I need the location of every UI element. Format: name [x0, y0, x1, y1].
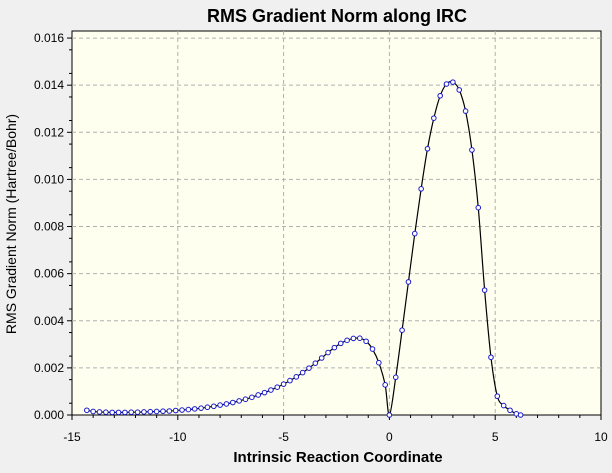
data-point	[456, 87, 463, 93]
data-point	[274, 384, 281, 391]
data-point	[249, 394, 255, 401]
data-point	[462, 108, 469, 114]
data-point	[172, 407, 179, 414]
data-point	[141, 409, 147, 415]
data-point	[261, 389, 268, 396]
data-point	[204, 404, 211, 411]
data-point	[153, 408, 160, 415]
data-point	[242, 396, 249, 403]
data-point	[268, 387, 274, 393]
data-point	[198, 405, 204, 411]
y-tick-label: 0.016	[34, 31, 64, 45]
data-point	[236, 398, 242, 404]
data-point	[166, 408, 173, 414]
data-point	[337, 340, 344, 347]
data-point	[122, 409, 128, 416]
x-tick-label: -5	[278, 430, 289, 444]
data-point	[255, 392, 262, 398]
data-point	[494, 393, 501, 399]
y-axis-label: RMS Gradient Norm (Hartree/Bohr)	[3, 114, 19, 334]
data-point	[128, 409, 135, 415]
y-tick-label: 0.014	[34, 78, 64, 92]
plot-area	[71, 30, 602, 416]
y-tick-label: 0.006	[34, 267, 64, 281]
data-point	[469, 147, 475, 153]
y-tick-label: 0.004	[34, 314, 64, 328]
x-tick-label: 10	[594, 430, 608, 444]
x-tick-label: 5	[492, 430, 499, 444]
data-point	[312, 360, 319, 366]
x-axis-label: Intrinsic Reaction Coordinate	[233, 449, 442, 466]
data-point	[223, 401, 230, 407]
data-point	[96, 409, 103, 415]
y-tick-label: 0.002	[34, 361, 64, 375]
x-tick-label: -10	[169, 430, 187, 444]
data-point	[179, 407, 185, 413]
x-tick-label: 0	[386, 430, 393, 444]
data-point	[376, 359, 382, 366]
data-point	[418, 186, 424, 192]
data-point	[443, 81, 450, 87]
data-point	[191, 406, 198, 412]
data-point	[115, 409, 122, 416]
data-point	[331, 344, 338, 351]
data-point	[109, 409, 116, 416]
data-point	[431, 115, 437, 121]
data-point	[344, 337, 350, 344]
data-point	[147, 408, 154, 415]
y-tick-label: 0.010	[34, 172, 64, 186]
data-point	[217, 402, 223, 408]
data-point	[299, 369, 306, 376]
grid-layer	[72, 31, 601, 415]
x-tick-label: -15	[63, 430, 81, 444]
y-tick-label: 0.000	[34, 408, 64, 422]
data-point	[507, 407, 513, 414]
data-point	[405, 279, 412, 285]
y-tick-label: 0.008	[34, 220, 64, 234]
data-point	[103, 409, 109, 415]
data-point	[399, 327, 405, 333]
data-point	[500, 402, 507, 409]
data-point	[306, 365, 312, 371]
data-point	[437, 92, 443, 99]
data-point	[90, 408, 96, 415]
data-point	[517, 412, 524, 418]
data-point	[424, 145, 431, 152]
data-point	[84, 407, 90, 414]
axis-layer: -15 -10 -5 0 5 10 0.000 0.002 0.004 0.006 0.008 0.0…	[34, 31, 608, 444]
data-point	[325, 349, 331, 356]
data-point	[481, 287, 488, 293]
data-point	[356, 335, 363, 342]
y-tick-label: 0.012	[34, 125, 64, 139]
data-point	[230, 399, 236, 406]
data-point	[382, 382, 388, 388]
data-point	[280, 381, 287, 387]
data-point	[210, 403, 217, 410]
data-point	[350, 335, 357, 342]
data-point	[318, 355, 325, 361]
data-point	[411, 230, 418, 237]
data-point	[185, 406, 192, 413]
data-point	[363, 338, 369, 345]
series-layer	[84, 79, 524, 418]
data-point	[293, 374, 300, 380]
data-point	[450, 79, 456, 85]
data-point	[134, 409, 141, 415]
data-point	[369, 346, 376, 352]
data-point	[160, 408, 166, 415]
data-point	[386, 412, 393, 418]
data-point	[392, 374, 399, 381]
data-point	[287, 377, 293, 384]
chart-title: RMS Gradient Norm along IRC	[207, 6, 467, 26]
data-point	[475, 204, 482, 211]
data-point	[488, 354, 494, 361]
